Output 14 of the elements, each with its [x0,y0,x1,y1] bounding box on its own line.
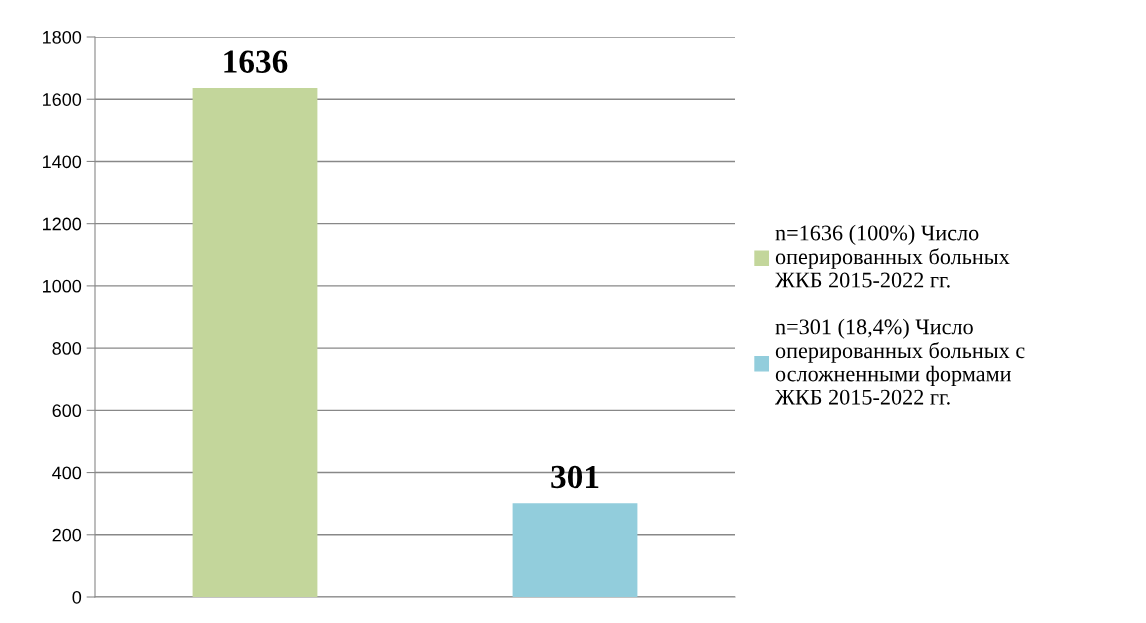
y-tick-label: 1800 [43,30,82,44]
legend-label: n=1636 (100%) Число оперированных больных ЖКБ 2015-2022 гг. [775,224,1010,288]
y-tick-label: 1200 [43,217,82,231]
y-tick-label: 1400 [43,155,82,169]
legend-label: n=301 (18,4%) Число оперированных больных с осложненными формами ЖКБ 2015-2022 гг. [775,318,1025,405]
data-label: 1636 [224,50,288,73]
y-tick-label: 400 [52,466,82,480]
y-tick-label: 0 [72,590,82,604]
y-tick-label: 200 [52,528,82,542]
data-label: 301 [551,465,599,489]
y-tick-label: 800 [52,342,82,355]
y-tick-label: 1600 [43,93,82,106]
y-tick-label: 1000 [43,279,82,293]
y-tick-label: 600 [52,404,82,418]
